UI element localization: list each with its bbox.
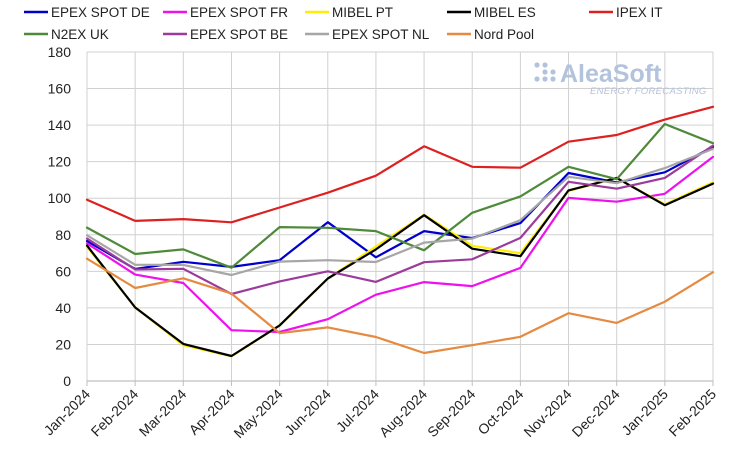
y-tick-label: 180 xyxy=(48,44,72,60)
y-tick-label: 160 xyxy=(48,81,72,97)
logo-sub-text: ENERGY FORECASTING xyxy=(590,86,707,97)
x-tick-label: Jan-2025 xyxy=(618,386,671,439)
legend-label-epex-spot-fr: EPEX SPOT FR xyxy=(190,5,288,20)
x-tick-label: Jun-2024 xyxy=(281,386,334,439)
y-tick-label: 100 xyxy=(48,190,72,206)
legend-label-mibel-pt: MIBEL PT xyxy=(332,5,393,20)
y-tick-label: 20 xyxy=(55,336,71,352)
legend-label-mibel-es: MIBEL ES xyxy=(474,5,536,20)
legend-label-epex-spot-be: EPEX SPOT BE xyxy=(190,27,288,42)
y-tick-label: 120 xyxy=(48,154,72,170)
series-line-epex-spot-nl xyxy=(85,147,715,277)
aleasoft-logo: AleaSoft ENERGY FORECASTING xyxy=(534,60,706,97)
x-tick-label: Feb-2024 xyxy=(88,386,142,440)
y-tick-label: 60 xyxy=(55,263,71,279)
legend: EPEX SPOT DE EPEX SPOT FR MIBEL PT MIBEL ES… xyxy=(24,5,663,42)
series-line-mibel-es xyxy=(85,176,715,358)
x-tick-label: Jul-2024 xyxy=(333,386,382,435)
series-lines xyxy=(85,105,715,358)
series-line-mibel-pt xyxy=(85,177,715,358)
x-tick-label: Nov-2024 xyxy=(520,386,574,440)
x-tick-label: Mar-2024 xyxy=(136,386,190,440)
logo-main-text: AleaSoft xyxy=(560,60,662,88)
legend-label-epex-spot-de: EPEX SPOT DE xyxy=(51,5,150,20)
x-tick-label: Oct-2024 xyxy=(474,386,526,438)
series-line-ipex-it xyxy=(85,105,715,224)
grid-lines xyxy=(86,51,714,382)
y-tick-label: 40 xyxy=(55,300,71,316)
logo-dots-icon xyxy=(534,62,556,82)
legend-label-ipex-it: IPEX IT xyxy=(616,5,663,20)
legend-label-epex-spot-nl: EPEX SPOT NL xyxy=(332,27,430,42)
legend-label-n2ex-uk: N2EX UK xyxy=(51,27,109,42)
x-tick-label: Dec-2024 xyxy=(569,386,623,440)
y-tick-label: 0 xyxy=(63,373,71,389)
y-tick-label: 140 xyxy=(48,117,72,133)
series-line-epex-spot-fr xyxy=(85,155,715,334)
x-tick-label: May-2024 xyxy=(230,386,285,441)
series-line-nord-pool xyxy=(85,257,715,355)
y-tick-label: 80 xyxy=(55,227,71,243)
x-tick-label: Aug-2024 xyxy=(376,386,430,440)
x-tick-label: Feb-2025 xyxy=(665,386,719,440)
x-tick-label: Jan-2024 xyxy=(41,386,94,439)
series-line-epex-spot-be xyxy=(85,144,715,296)
series-line-n2ex-uk xyxy=(85,122,715,269)
legend-label-nord-pool: Nord Pool xyxy=(474,27,534,42)
x-tick-label: Sep-2024 xyxy=(424,386,478,440)
